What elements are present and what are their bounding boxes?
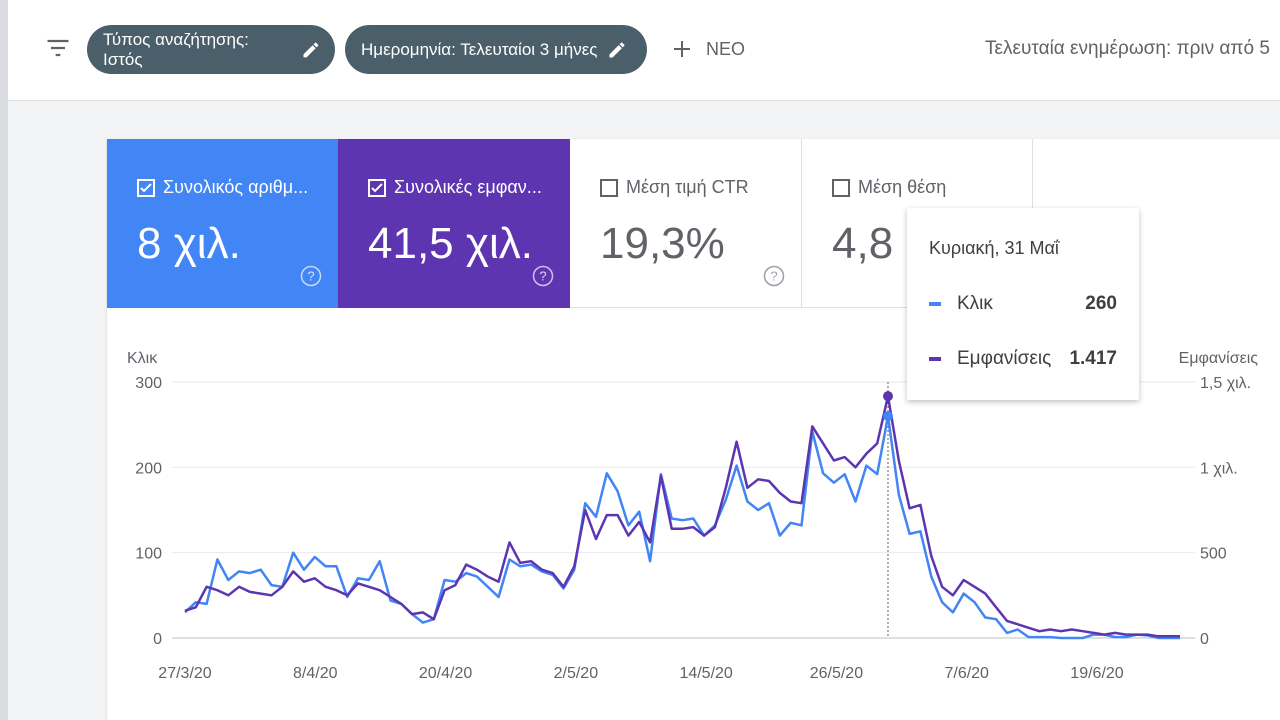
impressions-legend-swatch <box>929 357 941 361</box>
right-tick-label: 1 χιλ. <box>1200 460 1238 477</box>
chart-gridlines <box>172 381 1195 639</box>
tooltip-row-value: 260 <box>1085 293 1117 314</box>
plus-icon <box>674 41 690 57</box>
x-tick-label: 26/5/20 <box>810 665 863 682</box>
impressions-series-line <box>184 394 1180 638</box>
left-tick-label: 200 <box>135 460 162 477</box>
tooltip-row-value: 1.417 <box>1069 348 1117 369</box>
x-tick-label: 2/5/20 <box>554 665 599 682</box>
x-axis-ticks: 27/3/20 8/4/20 20/4/20 2/5/20 14/5/20 26/5/20… <box>158 665 1123 682</box>
left-axis-ticks: 300 200 100 0 <box>135 375 162 648</box>
search-type-chip[interactable]: Τύπος αναζήτησης: Ιστός <box>87 25 335 74</box>
right-axis-title: Εμφανίσεις <box>1179 350 1259 367</box>
help-icon[interactable]: ? <box>763 265 785 287</box>
metric-label: Μέση τιμή CTR <box>626 177 749 197</box>
date-range-chip-label: Ημερομηνία: Τελευταίοι 3 μήνες <box>361 39 598 59</box>
metric-value: 41,5 χιλ. <box>368 219 533 268</box>
metric-value: 8 χιλ. <box>137 219 241 268</box>
search-type-chip-label: Τύπος αναζήτησης: Ιστός <box>103 29 249 69</box>
new-filter-label: ΝΕΟ <box>706 38 746 59</box>
clicks-legend-swatch <box>929 302 941 306</box>
performance-chart[interactable]: Κλικ Εμφανίσεις 300 200 100 0 1,5 χιλ. 1 χιλ… <box>107 139 1280 720</box>
date-range-chip[interactable]: Ημερομηνία: Τελευταίοι 3 μήνες <box>345 25 647 74</box>
chart-points <box>882 391 893 422</box>
window-left-edge <box>0 0 8 720</box>
metric-label: Συνολικές εμφαν... <box>394 177 542 197</box>
filter-icon[interactable] <box>44 34 72 62</box>
checkbox-unchecked-icon[interactable] <box>600 178 618 197</box>
metric-value: 19,3% <box>600 219 725 268</box>
checkbox-unchecked-icon[interactable] <box>832 178 850 197</box>
svg-text:?: ? <box>307 269 314 284</box>
impressions-highlight-point <box>882 391 893 402</box>
svg-text:?: ? <box>539 269 546 284</box>
edit-pencil-icon[interactable] <box>301 40 321 60</box>
right-tick-label: 0 <box>1200 631 1209 648</box>
clicks-highlight-point <box>882 411 893 422</box>
metric-tile-total-clicks[interactable]: Συνολικός αριθμ... 8 χιλ. ? <box>107 139 338 308</box>
left-tick-label: 100 <box>135 546 162 563</box>
left-tick-label: 0 <box>153 631 162 648</box>
right-tick-label: 500 <box>1200 546 1227 563</box>
x-tick-label: 27/3/20 <box>158 665 211 682</box>
tooltip-row-clicks: Κλικ 260 <box>929 292 1117 316</box>
help-icon[interactable]: ? <box>300 265 322 287</box>
right-axis-ticks: 1,5 χιλ. 1 χιλ. 500 0 <box>1200 375 1251 648</box>
metric-tile-average-ctr[interactable]: Μέση τιμή CTR 19,3% ? <box>570 139 801 308</box>
checkbox-checked-icon[interactable] <box>137 178 155 197</box>
x-tick-label: 7/6/20 <box>944 665 989 682</box>
tooltip-row-impressions: Εμφανίσεις 1.417 <box>929 347 1117 371</box>
metric-value: 4,8 <box>832 219 894 268</box>
tooltip-row-label: Εμφανίσεις <box>957 348 1052 369</box>
clicks-series-line <box>184 414 1180 640</box>
x-tick-label: 20/4/20 <box>419 665 472 682</box>
metric-label: Συνολικός αριθμ... <box>163 177 309 197</box>
metric-tile-total-impressions[interactable]: Συνολικές εμφαν... 41,5 χιλ. ? <box>338 139 570 308</box>
left-tick-label: 300 <box>135 375 162 392</box>
tooltip-date: Κυριακή, 31 Μαΐ <box>929 238 1059 258</box>
tooltip-row-label: Κλικ <box>957 293 993 314</box>
x-tick-label: 8/4/20 <box>293 665 338 682</box>
right-tick-label: 1,5 χιλ. <box>1200 375 1251 392</box>
checkbox-checked-icon[interactable] <box>368 178 386 197</box>
last-updated-text: Τελευταία ενημέρωση: πριν από 5 <box>985 38 1270 59</box>
x-tick-label: 19/6/20 <box>1070 665 1123 682</box>
left-axis-title: Κλικ <box>127 350 158 367</box>
edit-pencil-icon[interactable] <box>607 40 627 60</box>
x-tick-label: 14/5/20 <box>679 665 732 682</box>
chart-tooltip: Κυριακή, 31 Μαΐ Κλικ 260 Εμφανίσεις 1.41… <box>907 208 1139 400</box>
svg-text:?: ? <box>770 269 777 284</box>
new-filter-button[interactable]: ΝΕΟ <box>670 34 745 64</box>
metric-label: Μέση θέση <box>858 177 947 197</box>
help-icon[interactable]: ? <box>532 265 554 287</box>
